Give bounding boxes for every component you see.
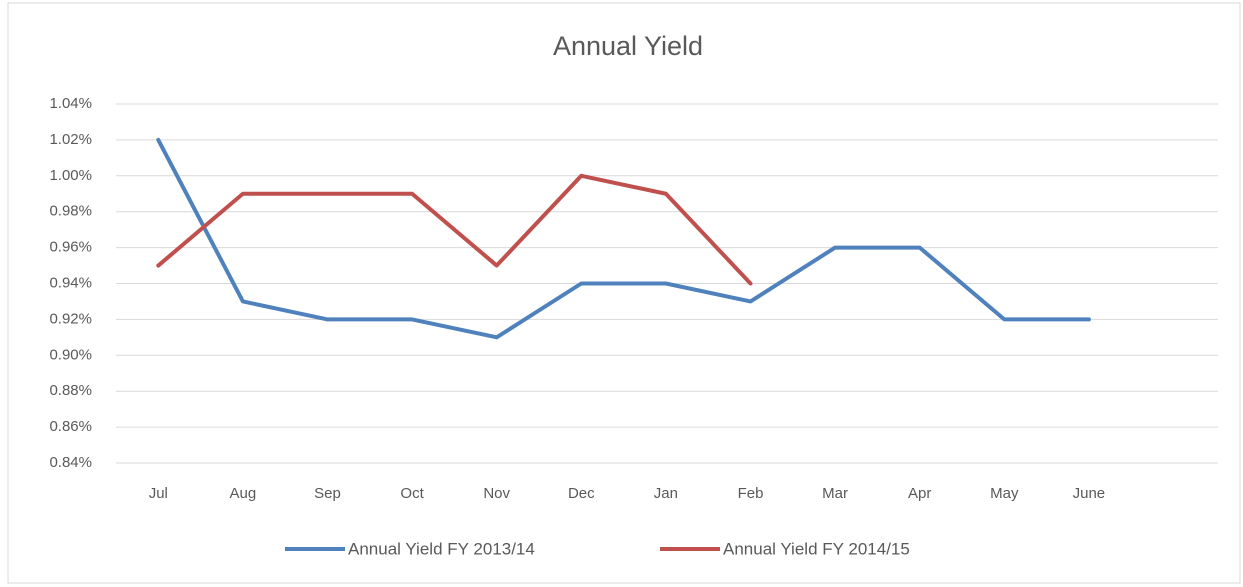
y-tick-label: 1.04% [49, 95, 92, 112]
x-tick-label: Aug [230, 485, 257, 502]
y-tick-label: 1.02% [49, 131, 92, 148]
y-tick-label: 0.84% [49, 454, 92, 471]
x-tick-label: Dec [568, 485, 595, 502]
x-tick-label: Oct [400, 485, 424, 502]
y-tick-label: 0.90% [49, 346, 92, 363]
series-line [156, 173, 753, 286]
y-tick-label: 0.98% [49, 203, 92, 220]
x-tick-label: Jul [149, 485, 168, 502]
x-tick-label: May [990, 485, 1019, 502]
x-tick-label: Jan [654, 485, 678, 502]
legend-label: Annual Yield FY 2013/14 [348, 539, 535, 558]
x-tick-label: Sep [314, 485, 341, 502]
y-tick-label: 1.00% [49, 167, 92, 184]
chart-frame [7, 2, 1241, 584]
series-line [156, 137, 1091, 340]
x-tick-label: Apr [908, 485, 931, 502]
y-tick-label: 0.88% [49, 382, 92, 399]
x-tick-label: Feb [738, 485, 764, 502]
y-tick-label: 0.96% [49, 239, 92, 256]
y-tick-label: 0.86% [49, 418, 92, 435]
chart-title: Annual Yield [553, 31, 703, 61]
x-tick-label: Mar [822, 485, 848, 502]
x-tick-label: Nov [483, 485, 510, 502]
legend-label: Annual Yield FY 2014/15 [723, 539, 910, 558]
y-tick-label: 0.92% [49, 310, 92, 327]
y-tick-label: 0.94% [49, 274, 92, 291]
x-tick-label: June [1073, 485, 1106, 502]
